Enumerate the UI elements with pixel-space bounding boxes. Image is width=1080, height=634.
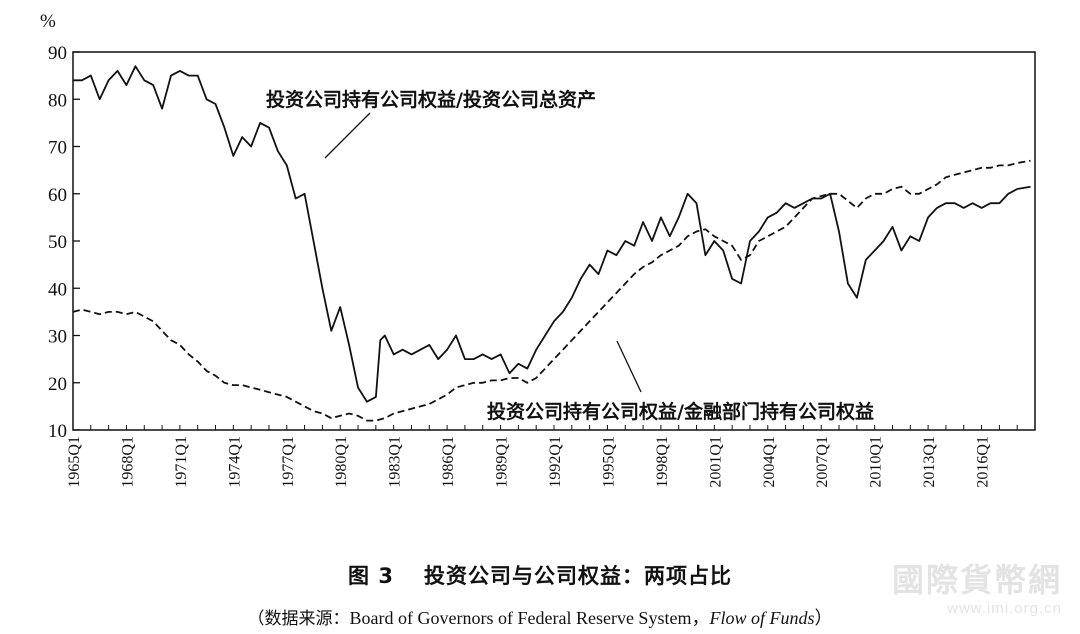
source-suffix: ）: [814, 608, 833, 628]
x-tick-label: 1992Q1: [547, 436, 564, 488]
x-tick-label: 2007Q1: [814, 436, 831, 488]
source-italic: Flow of Funds: [709, 608, 815, 628]
x-axis: 1965Q1 1968Q1 1971Q1 1974Q1 1977Q1 1980Q1 1983…: [66, 425, 1018, 488]
figure-source: （数据来源：Board of Governors of Federal Rese…: [0, 604, 1080, 630]
x-tick-label: 1995Q1: [600, 436, 617, 488]
x-tick-label: 1989Q1: [494, 436, 511, 488]
y-tick-label: 60: [48, 185, 67, 206]
y-tick-label: 30: [48, 327, 67, 348]
watermark-chinese: 國際貨幣網: [892, 561, 1063, 599]
y-tick-label: 70: [48, 138, 67, 159]
x-tick-label: 2016Q1: [975, 436, 992, 488]
series-line-equity-over-financial: [72, 159, 1031, 422]
y-tick-label: 40: [48, 279, 67, 300]
source-prefix: （数据来源：: [247, 609, 350, 629]
y-tick-label: 50: [48, 232, 67, 253]
figure-title-text: 投资公司与公司权益：两项占比: [423, 564, 732, 588]
x-tick-label: 1998Q1: [654, 436, 671, 488]
y-tick-label: 90: [48, 43, 67, 64]
x-tick-label: 1986Q1: [440, 436, 457, 488]
x-tick-label: 1965Q1: [66, 436, 83, 488]
x-tick-label: 1971Q1: [173, 436, 190, 488]
watermark-url: www.imi.org.cn: [947, 600, 1062, 617]
x-tick-label: 1977Q1: [280, 436, 297, 488]
figure-number: 图 3: [348, 564, 394, 588]
annotation-equity-financial: 投资公司持有公司权益/金融部门持有公司权益: [487, 400, 874, 423]
x-tick-label: 2013Q1: [921, 436, 938, 488]
y-axis: 10 20 30 40 50 60 70 80 90: [48, 43, 80, 442]
x-tick-label: 1974Q1: [226, 436, 243, 488]
y-tick-label: 80: [48, 90, 67, 111]
y-unit-label: %: [40, 11, 56, 32]
x-tick-label: 2010Q1: [868, 436, 885, 488]
watermark-logo: 國際貨幣網 www.imi.org.cn: [892, 562, 1062, 632]
source-text: Board of Governors of Federal Reserve Sy…: [349, 608, 710, 628]
leader-line-equity-assets: [324, 112, 371, 159]
y-tick-label: 20: [48, 374, 67, 395]
figure-title: 图 3 投资公司与公司权益：两项占比: [0, 560, 1080, 590]
x-tick-label: 2001Q1: [707, 436, 724, 488]
x-tick-label: 1983Q1: [387, 436, 404, 488]
leader-line-equity-financial: [616, 340, 642, 393]
x-tick-label: 1980Q1: [333, 436, 350, 488]
annotation-equity-assets: 投资公司持有公司权益/投资公司总资产: [266, 88, 596, 111]
series-layer: [72, 65, 1031, 422]
x-tick-label: 1968Q1: [119, 436, 136, 488]
y-tick-label: 10: [48, 421, 67, 442]
x-tick-label: 2004Q1: [761, 436, 778, 488]
series-line-equity-over-assets: [73, 65, 1031, 403]
